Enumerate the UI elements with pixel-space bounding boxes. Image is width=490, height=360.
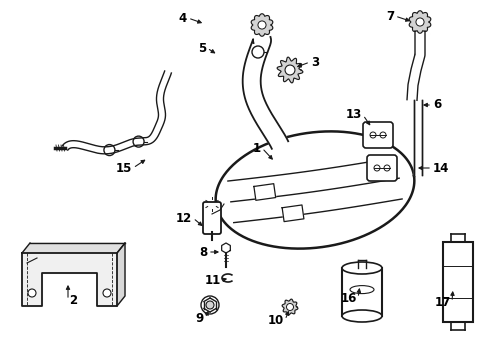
Polygon shape	[282, 205, 304, 222]
Ellipse shape	[342, 310, 382, 322]
Text: 4: 4	[179, 12, 187, 24]
Circle shape	[374, 165, 380, 171]
Text: 3: 3	[311, 55, 319, 68]
Text: 17: 17	[435, 296, 451, 309]
Polygon shape	[409, 11, 431, 33]
Circle shape	[201, 296, 219, 314]
Text: 8: 8	[199, 246, 207, 258]
Polygon shape	[407, 31, 425, 100]
Polygon shape	[221, 243, 230, 253]
Circle shape	[258, 21, 266, 29]
Polygon shape	[62, 71, 172, 154]
Polygon shape	[277, 57, 303, 83]
Circle shape	[384, 165, 390, 171]
Circle shape	[287, 303, 294, 310]
Circle shape	[416, 18, 424, 26]
Text: 14: 14	[433, 162, 449, 175]
Text: 16: 16	[341, 292, 357, 305]
FancyBboxPatch shape	[367, 155, 397, 181]
Polygon shape	[22, 253, 117, 306]
Ellipse shape	[350, 285, 374, 294]
Text: 15: 15	[116, 162, 132, 175]
Text: 6: 6	[433, 99, 441, 112]
Polygon shape	[414, 100, 422, 175]
Text: 9: 9	[196, 311, 204, 324]
Bar	[443, 242, 473, 322]
Text: 2: 2	[69, 293, 77, 306]
Circle shape	[103, 289, 111, 297]
Text: 7: 7	[386, 9, 394, 22]
Bar	[342, 268, 382, 316]
Text: 12: 12	[176, 211, 192, 225]
Polygon shape	[22, 243, 125, 253]
Text: 5: 5	[198, 41, 206, 54]
Circle shape	[28, 289, 36, 297]
Polygon shape	[254, 184, 276, 200]
Circle shape	[285, 65, 295, 75]
Polygon shape	[216, 131, 415, 249]
Polygon shape	[282, 299, 298, 315]
Polygon shape	[243, 37, 288, 149]
Polygon shape	[251, 14, 273, 36]
FancyBboxPatch shape	[363, 122, 393, 148]
Circle shape	[370, 132, 376, 138]
Text: 1: 1	[253, 141, 261, 154]
Circle shape	[206, 301, 214, 309]
FancyBboxPatch shape	[203, 202, 221, 234]
Circle shape	[380, 132, 386, 138]
Text: 11: 11	[205, 274, 221, 287]
Polygon shape	[117, 243, 125, 306]
Text: 10: 10	[268, 314, 284, 327]
Text: 13: 13	[346, 108, 362, 122]
Ellipse shape	[342, 262, 382, 274]
